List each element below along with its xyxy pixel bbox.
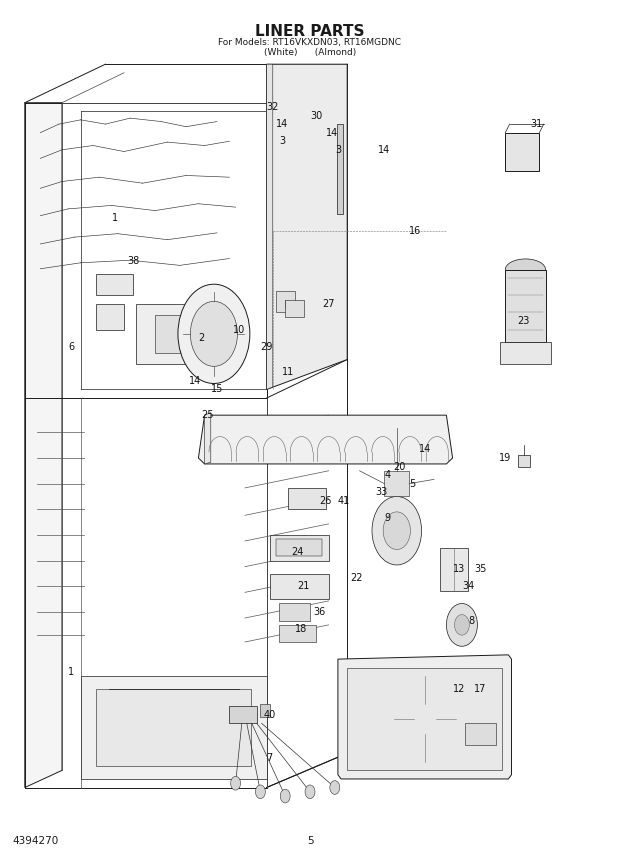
Text: 14: 14 (378, 145, 391, 155)
Text: 11: 11 (282, 367, 294, 377)
Polygon shape (384, 471, 409, 496)
Circle shape (454, 615, 469, 635)
Ellipse shape (505, 259, 546, 281)
Polygon shape (347, 668, 502, 770)
Polygon shape (518, 455, 530, 467)
Text: 40: 40 (264, 710, 276, 720)
Circle shape (330, 781, 340, 794)
Text: 30: 30 (310, 110, 322, 121)
Polygon shape (96, 304, 124, 330)
Text: 14: 14 (189, 376, 202, 386)
Text: 38: 38 (127, 256, 140, 266)
Text: 4394270: 4394270 (12, 835, 59, 846)
Text: 36: 36 (313, 607, 326, 617)
Text: 15: 15 (211, 384, 223, 395)
Text: 31: 31 (530, 119, 542, 129)
Text: 2: 2 (198, 333, 205, 343)
Polygon shape (276, 291, 294, 312)
Polygon shape (96, 274, 133, 295)
Polygon shape (270, 535, 329, 561)
Text: 23: 23 (518, 316, 530, 326)
Polygon shape (279, 603, 310, 621)
Text: 25: 25 (202, 410, 214, 420)
Polygon shape (440, 548, 468, 591)
Text: LINER PARTS: LINER PARTS (255, 24, 365, 39)
Polygon shape (338, 655, 512, 779)
Polygon shape (136, 304, 192, 364)
Polygon shape (198, 415, 453, 464)
Polygon shape (81, 676, 267, 779)
Polygon shape (505, 270, 546, 342)
Text: 10: 10 (232, 324, 245, 335)
Text: 7: 7 (267, 752, 273, 763)
Text: 3: 3 (279, 136, 285, 146)
Ellipse shape (505, 333, 546, 352)
Polygon shape (260, 704, 270, 717)
Polygon shape (25, 103, 62, 788)
Text: 26: 26 (319, 496, 332, 506)
Polygon shape (270, 574, 329, 599)
Polygon shape (155, 315, 180, 353)
Text: 1: 1 (112, 213, 118, 223)
Text: 14: 14 (418, 444, 431, 455)
Text: 6: 6 (68, 342, 74, 352)
Circle shape (305, 785, 315, 799)
Text: 1: 1 (68, 667, 74, 677)
Circle shape (446, 603, 477, 646)
Text: 5: 5 (307, 835, 313, 846)
Polygon shape (337, 124, 343, 214)
Circle shape (178, 284, 250, 383)
Polygon shape (267, 64, 273, 389)
Text: 14: 14 (276, 119, 288, 129)
Circle shape (388, 668, 462, 770)
Text: 35: 35 (474, 564, 487, 574)
Circle shape (280, 789, 290, 803)
Text: 22: 22 (350, 573, 363, 583)
Text: 29: 29 (260, 342, 273, 352)
Text: 34: 34 (462, 581, 474, 591)
Text: 5: 5 (409, 479, 415, 489)
Text: 19: 19 (499, 453, 511, 463)
Polygon shape (500, 342, 551, 364)
Text: 8: 8 (468, 615, 474, 626)
Text: 16: 16 (409, 226, 422, 236)
Polygon shape (505, 133, 539, 171)
Polygon shape (276, 539, 322, 556)
Polygon shape (229, 706, 257, 723)
Text: 21: 21 (298, 581, 310, 591)
Circle shape (383, 512, 410, 550)
Text: 20: 20 (394, 461, 406, 472)
Polygon shape (279, 625, 316, 642)
Polygon shape (285, 300, 304, 317)
Polygon shape (96, 689, 251, 766)
Text: 12: 12 (453, 684, 465, 694)
Polygon shape (205, 413, 211, 464)
Text: 27: 27 (322, 299, 335, 309)
Polygon shape (465, 723, 496, 745)
Text: For Models: RT16VKXDN03, RT16MGDNC: For Models: RT16VKXDN03, RT16MGDNC (218, 38, 402, 47)
Circle shape (372, 496, 422, 565)
Text: 3: 3 (335, 145, 341, 155)
Text: 4: 4 (384, 470, 391, 480)
Text: 24: 24 (291, 547, 304, 557)
Text: 13: 13 (453, 564, 465, 574)
Text: 41: 41 (338, 496, 350, 506)
Ellipse shape (283, 158, 330, 253)
Circle shape (190, 301, 237, 366)
Text: 9: 9 (384, 513, 391, 523)
Circle shape (403, 689, 446, 749)
Text: 14: 14 (326, 128, 338, 138)
Text: (White)      (Almond): (White) (Almond) (264, 48, 356, 57)
Text: 32: 32 (267, 102, 279, 112)
Text: 18: 18 (294, 624, 307, 634)
Text: 17: 17 (474, 684, 487, 694)
Circle shape (231, 776, 241, 790)
Text: 33: 33 (375, 487, 388, 497)
Circle shape (255, 785, 265, 799)
Polygon shape (288, 488, 326, 509)
Polygon shape (267, 64, 347, 389)
